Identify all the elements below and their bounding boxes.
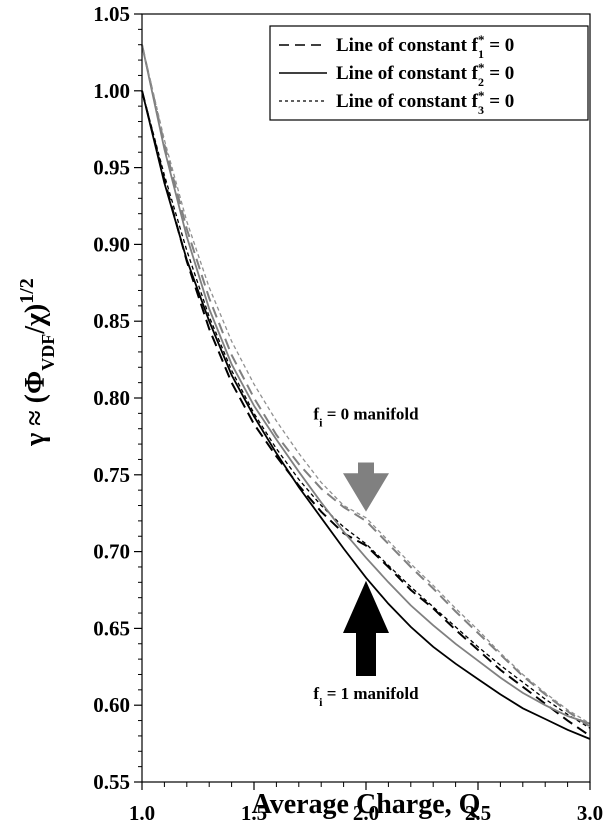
legend-entry-3: Line of constant f3* = 0 — [336, 88, 514, 118]
legend: Line of constant f1* = 0 Line of constan… — [269, 25, 589, 121]
y-tick-label: 0.85 — [93, 309, 130, 333]
annotation-fi-1-manifold: fi = 1 manifold — [313, 684, 419, 709]
y-tick-label: 0.55 — [93, 770, 130, 794]
annotation-fi-0-manifold: fi = 0 manifold — [313, 405, 419, 430]
y-tick-label: 0.95 — [93, 156, 130, 180]
y-tick-label: 1.00 — [93, 79, 130, 103]
y-axis-title: γ ≈ (ΦVDF/χ)1/2 — [16, 278, 58, 447]
series-line-5 — [141, 44, 591, 725]
legend-entry-1: Line of constant f1* = 0 — [336, 32, 514, 62]
series-line-1 — [141, 90, 591, 737]
legend-entry-2: Line of constant f2* = 0 — [336, 60, 514, 90]
x-tick-label: 3.0 — [577, 801, 603, 825]
series-line-6 — [141, 44, 591, 725]
y-tick-label: 0.80 — [93, 386, 130, 410]
up-arrow — [343, 580, 389, 677]
x-axis-title: Average Charge, Q — [252, 789, 481, 820]
x-tick-label: 2.5 — [465, 801, 491, 825]
y-tick-label: 0.90 — [93, 232, 130, 256]
y-tick-label: 0.65 — [93, 616, 130, 640]
y-tick-label: 1.05 — [93, 2, 130, 26]
legend-box — [269, 25, 589, 121]
series-line-2 — [141, 90, 591, 740]
y-tick-label: 0.70 — [93, 540, 130, 564]
y-tick-label: 0.60 — [93, 693, 130, 717]
series-layer — [141, 44, 591, 740]
x-tick-label: 1.5 — [241, 801, 267, 825]
x-tick-label: 2.0 — [353, 801, 379, 825]
down-arrow — [343, 462, 389, 512]
y-tick-label: 0.75 — [93, 463, 130, 487]
series-line-3 — [141, 90, 591, 729]
series-line-4 — [141, 44, 591, 728]
ticks-layer: 1.0 1.5 2.0 2.5 3.0 0.55 0.60 0.65 0.70 0.75 0.80 0… — [93, 2, 603, 825]
annotation-arrows — [343, 462, 389, 677]
x-tick-label: 1.0 — [129, 801, 155, 825]
